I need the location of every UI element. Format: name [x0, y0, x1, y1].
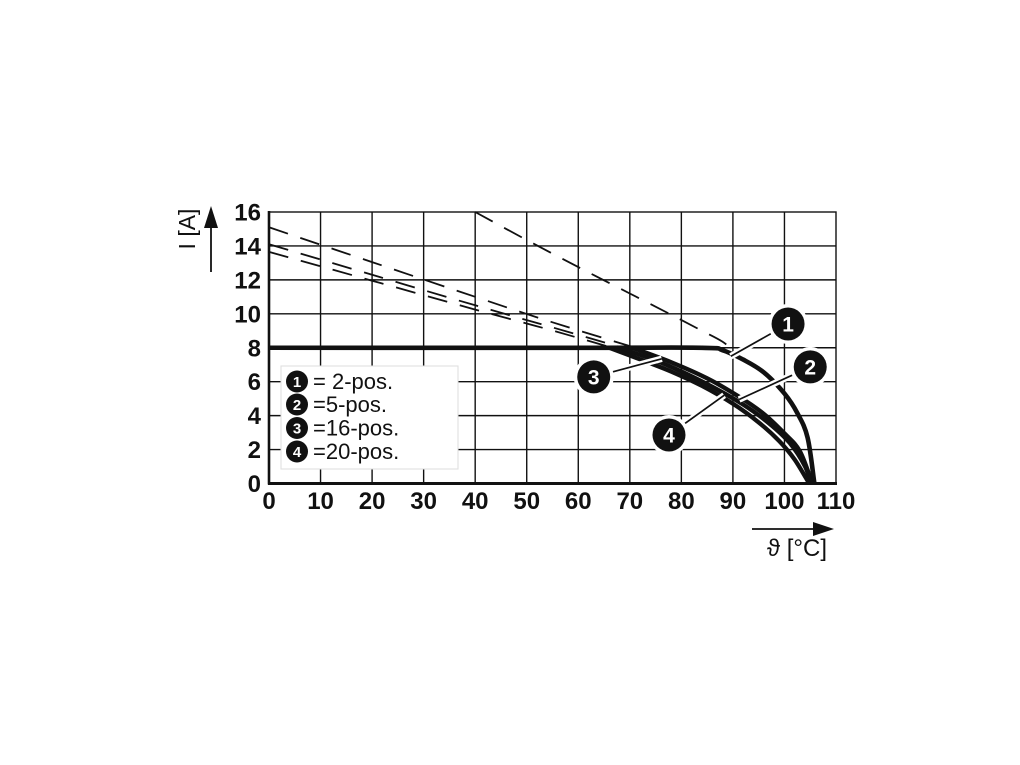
x-tick-label: 20	[359, 488, 386, 515]
legend: 1 = 2-pos. 2 =5-pos. 3 =16-pos. 4 =20-pos.	[280, 365, 459, 470]
curves-group	[268, 211, 817, 485]
legend-item-label: =5-pos.	[313, 392, 387, 417]
legend-badge-number: 2	[293, 397, 301, 414]
legend-badge-circle	[286, 440, 308, 463]
y-tick-label: 4	[248, 403, 262, 430]
x-tick-label: 100	[764, 488, 804, 515]
badge-leader-line	[680, 394, 725, 427]
curve-5-pos-dashed	[268, 226, 633, 348]
curve-2-pos	[268, 345, 817, 484]
badge-label: 4	[663, 424, 675, 447]
x-tick-label: 80	[668, 488, 695, 515]
badge-label: 2	[804, 356, 816, 379]
badge-circle	[577, 360, 611, 394]
y-axis-arrow-head	[204, 206, 218, 228]
x-tick-label: 10	[307, 488, 334, 515]
legend-badge-circle	[286, 417, 308, 439]
badge-circle	[652, 418, 686, 452]
y-axis-unit-label: I [A]	[174, 208, 200, 250]
legend-badge-number: 1	[293, 374, 301, 391]
badge-circle	[771, 307, 805, 341]
x-tick-label: 90	[720, 488, 747, 515]
x-tick-label: 0	[262, 488, 275, 515]
legend-item-label: =20-pos.	[313, 439, 399, 464]
y-tick-label: 0	[248, 471, 261, 498]
x-tick-label: 30	[410, 488, 437, 515]
y-tick-label: 16	[234, 200, 261, 227]
y-tick-label: 12	[234, 267, 261, 294]
legend-badge-number: 4	[293, 444, 302, 461]
x-tick-label: 60	[565, 488, 592, 515]
x-tick-label: 70	[616, 488, 643, 515]
badge-label: 1	[782, 313, 794, 336]
legend-item-label: = 2-pos.	[313, 369, 393, 394]
y-tick-label: 14	[234, 233, 261, 260]
badge-leader-line	[730, 330, 776, 357]
curve-20-pos-dashed	[268, 251, 610, 348]
badge-leader-line	[608, 357, 662, 374]
curve-5-pos	[631, 345, 815, 485]
badge-label: 3	[588, 366, 600, 389]
y-tick-label: 2	[248, 437, 261, 464]
curve-20-pos	[608, 345, 812, 485]
badge-circle	[793, 350, 827, 384]
x-tick-label: 110	[817, 488, 856, 515]
x-tick-label: 40	[462, 488, 489, 515]
y-tick-label: 10	[234, 301, 261, 328]
y-tick-label: 8	[248, 335, 261, 362]
legend-badge-circle	[286, 393, 308, 416]
curve-16-pos-dashed	[268, 243, 620, 348]
curve-16-pos	[618, 345, 813, 485]
x-tick-label: 50	[513, 488, 540, 515]
x-axis-arrow-head	[813, 522, 834, 536]
legend-badge-number: 3	[293, 421, 301, 438]
y-tick-label: 6	[248, 369, 261, 396]
legend-item-label: =16-pos.	[313, 416, 399, 441]
curve-2-pos-dashed	[474, 211, 739, 356]
x-axis-unit-label: ϑ [°C]	[766, 535, 828, 562]
legend-badge-circle	[286, 370, 308, 393]
badge-leader-line	[738, 372, 797, 401]
legend-box	[280, 365, 459, 470]
